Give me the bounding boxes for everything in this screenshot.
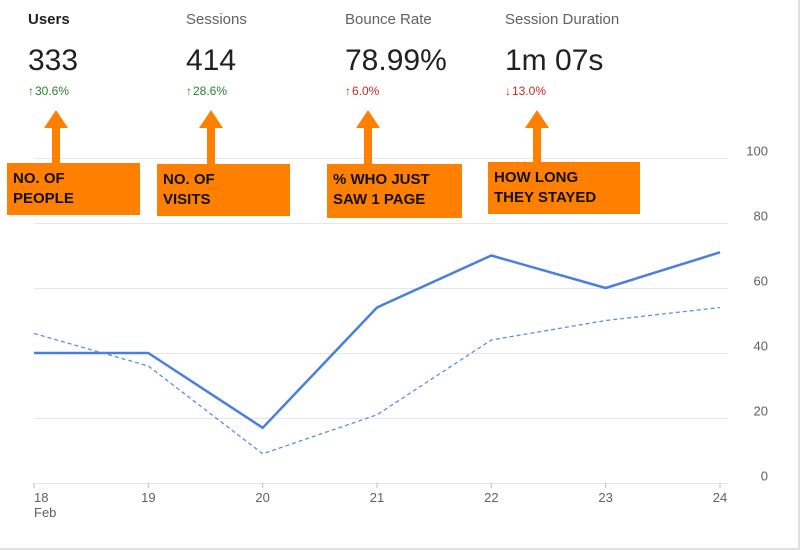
arrow-down-icon: ↓ <box>505 84 511 98</box>
metric-bounce-rate-value: 78.99% <box>345 44 447 77</box>
callout-arrow-icon <box>525 110 549 164</box>
metric-users-change-value: 30.6% <box>35 84 70 98</box>
metric-session-duration-label: Session Duration <box>505 11 620 28</box>
metric-bounce-rate[interactable]: Bounce Rate 78.99% ↑6.0% <box>345 10 505 98</box>
series-line-1 <box>34 251 721 430</box>
metric-bounce-rate-label: Bounce Rate <box>345 11 432 28</box>
callout-sessions: No. OF VISITS <box>157 164 290 216</box>
arrow-up-icon: ↑ <box>28 84 34 98</box>
y-tick-label: 20 <box>754 404 768 419</box>
metric-users-value: 333 <box>28 44 79 77</box>
callout-bounce-rate: % WHO JUST SAW 1 PAGE <box>327 164 462 218</box>
metric-sessions-label: Sessions <box>186 11 247 28</box>
y-tick-label: 0 <box>761 469 768 484</box>
arrow-up-icon: ↑ <box>345 84 351 98</box>
metric-session-duration-value: 1m 07s <box>505 44 604 77</box>
y-tick-label: 60 <box>754 274 768 289</box>
metric-session-duration[interactable]: Session Duration 1m 07s ↓13.0% <box>505 10 665 98</box>
y-tick-label: 100 <box>746 144 768 159</box>
series-line-2 <box>33 306 721 455</box>
callout-arrow-icon <box>356 110 380 164</box>
x-tick-label: 19 <box>141 490 155 505</box>
x-tick-label: 21 <box>370 490 384 505</box>
metric-users-change: ↑30.6% <box>28 84 188 98</box>
metric-session-duration-change: ↓13.0% <box>505 84 665 98</box>
metric-bounce-rate-change-value: 6.0% <box>352 84 380 98</box>
metric-sessions-value: 414 <box>186 44 237 77</box>
x-month-label: Feb <box>34 505 56 520</box>
metric-users[interactable]: Users 333 ↑30.6% <box>28 10 188 98</box>
callout-users: No. OF PEOPLE <box>7 163 140 215</box>
metric-bounce-rate-change: ↑6.0% <box>345 84 505 98</box>
x-tick-label: 20 <box>255 490 269 505</box>
y-tick-label: 40 <box>754 339 768 354</box>
x-tick-label: 24 <box>713 490 727 505</box>
callout-session-duration: HOW LONG THEY STAYED <box>488 162 640 214</box>
metric-sessions-change-value: 28.6% <box>193 84 228 98</box>
callout-arrow-icon <box>44 110 68 164</box>
metric-sessions[interactable]: Sessions 414 ↑28.6% <box>186 10 346 98</box>
chart-series <box>33 251 721 455</box>
metric-session-duration-change-value: 13.0% <box>512 84 547 98</box>
x-tick-label: 22 <box>484 490 498 505</box>
callout-arrow-icon <box>199 110 223 164</box>
metric-users-label: Users <box>28 11 70 28</box>
y-tick-label: 80 <box>754 209 768 224</box>
chart-ticks: 0 20 40 60 80 100 18 19 20 21 22 23 24 Feb <box>33 144 768 520</box>
x-tick-label: 23 <box>598 490 612 505</box>
metric-sessions-change: ↑28.6% <box>186 84 346 98</box>
x-tick-label: 18 <box>34 490 48 505</box>
arrow-up-icon: ↑ <box>186 84 192 98</box>
